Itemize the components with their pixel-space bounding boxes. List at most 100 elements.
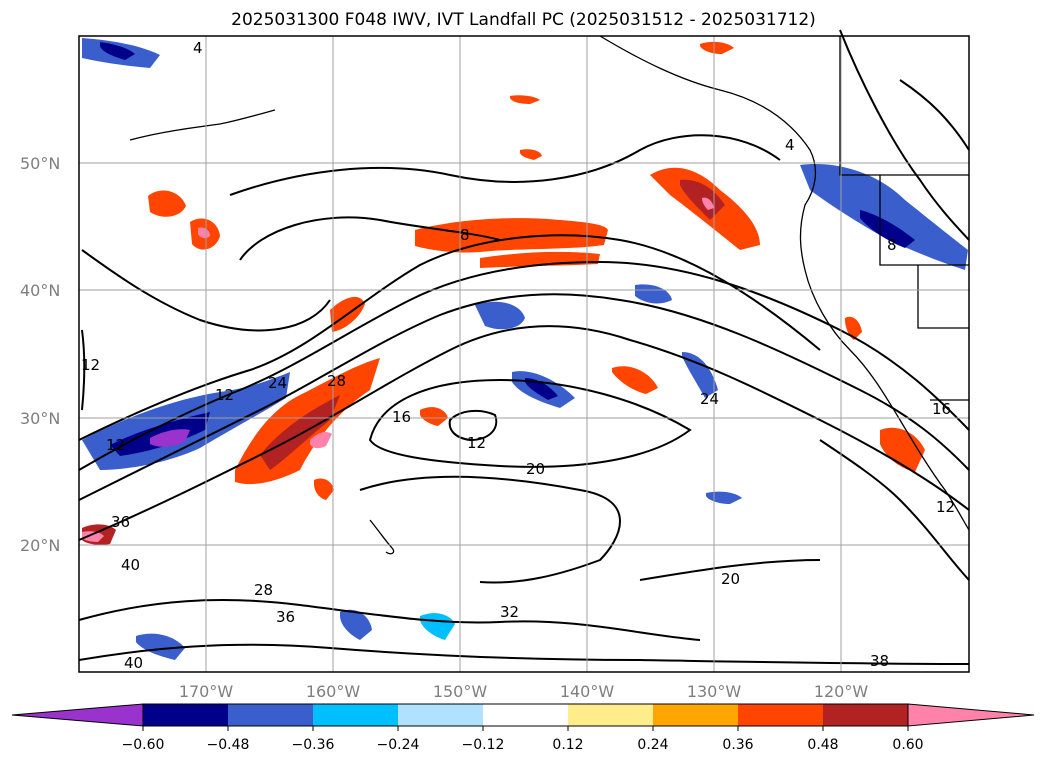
contour-line (81, 329, 86, 411)
contour-line (229, 134, 781, 196)
coastline-path (917, 265, 969, 329)
lat-label: 30°N (20, 409, 60, 428)
colorbar-tick-label: 0.60 (892, 737, 923, 753)
iwv-contours (78, 29, 970, 665)
positive-patch-10 (510, 95, 540, 104)
contour-label: 36 (276, 608, 295, 626)
positive-patch-4 (612, 366, 658, 394)
positive-patch-11 (520, 149, 542, 160)
coastline-path (369, 519, 395, 555)
colorbar-segment (228, 704, 313, 726)
negative-nw-core (100, 42, 135, 60)
contour-label: 24 (700, 390, 719, 408)
colorbar-tick-label: −0.48 (207, 737, 250, 753)
colorbar-extend-low (11, 703, 144, 727)
contour-label: 16 (392, 408, 411, 426)
lat-label: 40°N (20, 281, 60, 300)
contour-label: 38 (870, 652, 889, 670)
positive-band-core (260, 395, 340, 470)
contour-line (78, 643, 970, 665)
contour-label: 12 (936, 498, 955, 516)
colorbar-tick-label: 0.48 (807, 737, 838, 753)
map-frame (78, 35, 970, 673)
contour-line (78, 234, 821, 441)
coastline-path (879, 175, 969, 266)
contour-label: 8 (887, 236, 897, 254)
negative-patch-5 (136, 633, 185, 660)
map-background (79, 36, 969, 672)
contour-label: 12 (106, 436, 125, 454)
positive-central-2 (480, 251, 600, 268)
latitude-labels: 50°N 40°N 30°N 20°N (20, 154, 60, 555)
longitude-labels: 170°W 160°W 150°W 140°W 130°W 120°W (179, 682, 869, 701)
colorbar-tick-label: 0.36 (722, 737, 753, 753)
negative-patch-8 (706, 491, 742, 504)
contour-label: 4 (785, 136, 795, 154)
contour-line (239, 216, 501, 261)
contour-label: 12 (81, 356, 100, 374)
contour-line (78, 260, 970, 471)
positive-ne-pink (702, 197, 714, 210)
colorbar-segment (398, 704, 483, 726)
colorbar-segment (483, 704, 568, 726)
contour-label: 28 (327, 372, 346, 390)
contour-line (78, 293, 970, 501)
negative-patch-1 (475, 301, 525, 330)
negative-center (150, 429, 190, 447)
contour-label: 12 (215, 386, 234, 404)
lon-label: 160°W (306, 682, 361, 701)
lon-label: 130°W (687, 682, 742, 701)
contour-line (639, 559, 821, 581)
contour-label: 28 (254, 581, 273, 599)
contour-line (819, 439, 970, 581)
lat-label: 50°N (20, 154, 60, 173)
contour-line (368, 378, 692, 468)
colorbar-segment (568, 704, 653, 726)
negative-patch-4 (635, 284, 672, 304)
contour-label: 4 (193, 39, 203, 57)
positive-central (415, 218, 608, 253)
map-panel: 4 8 12 12 16 20 24 28 32 36 40 36 28 40 … (78, 29, 970, 673)
colorbar-tick-label: −0.24 (377, 737, 420, 753)
colorbar-extend-high (907, 703, 1035, 727)
colorbar-segment (653, 704, 738, 726)
colorbar-tick-label: −0.12 (462, 737, 505, 753)
negative-coastal-core (860, 210, 915, 248)
positive-patch-8 (420, 407, 448, 426)
lon-label: 170°W (179, 682, 234, 701)
colorbar-segment (143, 704, 228, 726)
contour-label: 40 (124, 654, 143, 672)
graticule (79, 36, 969, 672)
colorbar-segment (823, 704, 908, 726)
colorbar-segment (738, 704, 823, 726)
contour-label: 40 (121, 556, 140, 574)
coastline (129, 35, 970, 555)
positive-patch-2-pink (198, 227, 210, 239)
lon-label: 120°W (814, 682, 869, 701)
contour-line (448, 409, 498, 442)
map-title: 2025031300 F048 IWV, IVT Landfall PC (20… (231, 10, 816, 30)
negative-patch-3 (682, 352, 718, 398)
negative-patch-2-core (525, 378, 558, 400)
contour-line (839, 29, 970, 241)
colorbar: −0.60 −0.48 −0.36 −0.24 −0.12 0.12 0.24 0.36 0.4… (11, 703, 1035, 753)
positive-patch-7 (314, 478, 334, 500)
contour-label: 20 (526, 460, 545, 478)
lon-label: 150°W (433, 682, 488, 701)
contour-labels: 4 8 12 12 16 20 24 28 32 36 40 36 28 40 … (81, 39, 955, 672)
contour-label: 20 (721, 570, 740, 588)
coastline-path (839, 36, 969, 176)
contour-label: 12 (467, 434, 486, 452)
contour-line (78, 325, 970, 541)
contour-label: 36 (111, 513, 130, 531)
positive-patch-9 (700, 41, 734, 54)
contour-line (899, 79, 970, 151)
contour-line (359, 475, 621, 584)
contour-label: 32 (500, 603, 519, 621)
lat-label: 20°N (20, 536, 60, 555)
coastline-path (129, 109, 276, 141)
colorbar-tick-label: 0.12 (552, 737, 583, 753)
positive-patch-1 (148, 190, 186, 217)
colorbar-tick-label: 0.24 (637, 737, 668, 753)
